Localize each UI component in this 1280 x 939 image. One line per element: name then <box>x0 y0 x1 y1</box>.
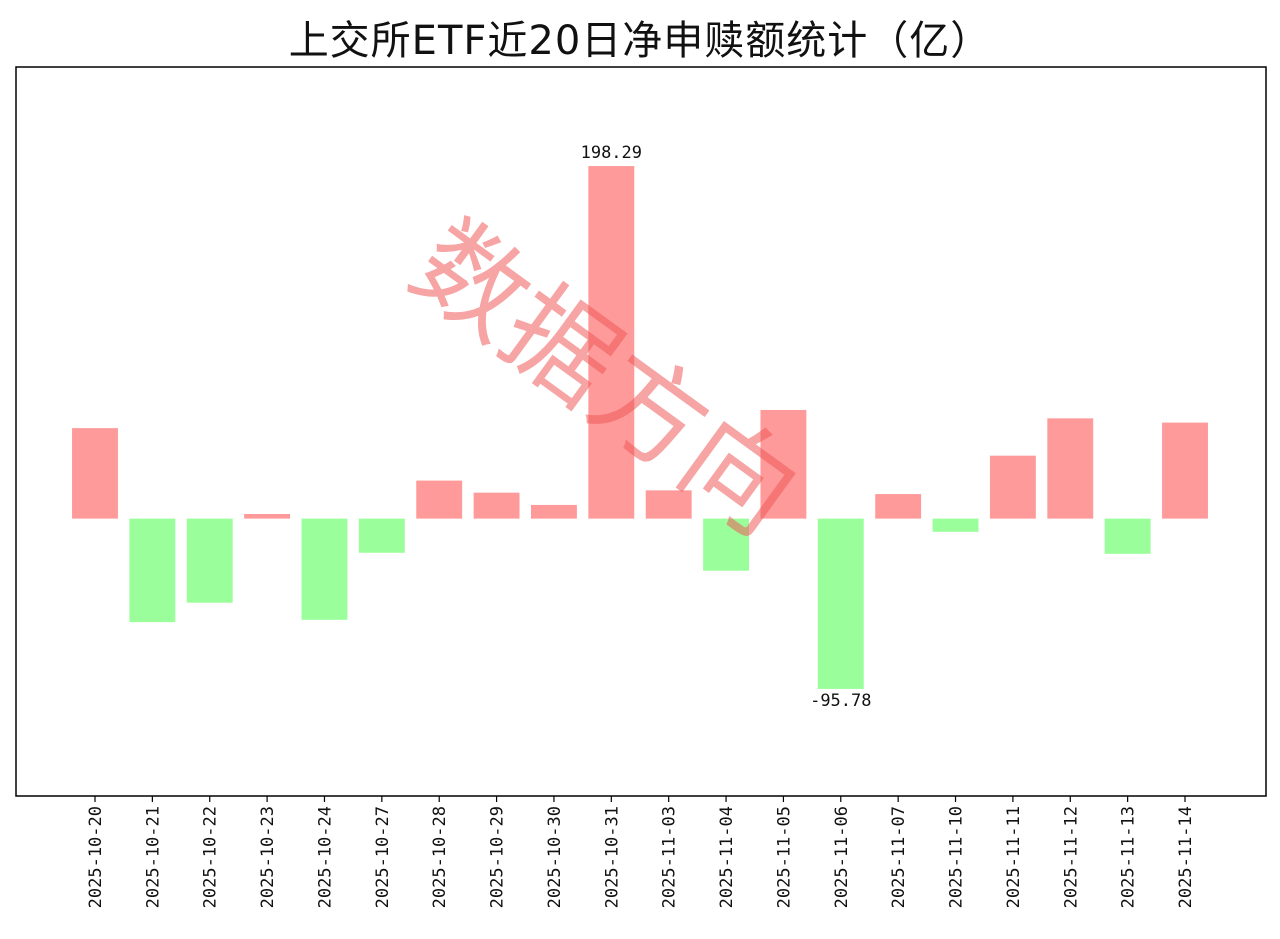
bar-2025-10-28 <box>416 480 463 519</box>
x-tick-label: 2025-10-20 <box>86 806 106 908</box>
x-tick-label: 2025-11-05 <box>774 806 794 908</box>
x-tick-label: 2025-10-27 <box>373 806 393 908</box>
x-tick-label: 2025-11-10 <box>947 806 967 908</box>
x-tick-label: 2025-11-07 <box>889 806 909 908</box>
x-tick-label: 2025-11-13 <box>1119 806 1139 908</box>
bar-2025-10-21 <box>129 518 176 623</box>
x-tick-label: 2025-10-28 <box>430 806 450 908</box>
bars-layer <box>72 166 1208 689</box>
x-tick-label: 2025-10-31 <box>602 806 622 908</box>
bar-2025-11-05 <box>760 409 807 519</box>
data-label: 198.29 <box>581 143 642 163</box>
x-tick-label: 2025-11-14 <box>1176 806 1196 908</box>
bar-2025-10-29 <box>473 492 520 519</box>
x-tick-label: 2025-11-11 <box>1004 806 1024 908</box>
bar-2025-10-30 <box>531 504 577 519</box>
bar-2025-10-31 <box>588 166 635 519</box>
x-axis: 2025-10-20 2025-10-21 2025-10-22 2025-10-23… <box>86 796 1196 908</box>
bar-2025-11-04 <box>703 518 749 571</box>
plot-frame <box>15 66 1267 797</box>
bar-2025-10-24 <box>301 518 348 620</box>
data-labels-layer: 198.29 -95.78 <box>581 143 872 711</box>
x-tick-label: 2025-10-21 <box>143 806 163 908</box>
bar-2025-11-06 <box>817 518 864 689</box>
x-tick-label: 2025-11-12 <box>1061 806 1081 908</box>
bar-2025-10-23 <box>244 514 291 519</box>
x-tick-label: 2025-10-29 <box>488 806 508 908</box>
bar-2025-10-20 <box>72 428 118 519</box>
bar-2025-11-11 <box>989 455 1036 519</box>
bar-2025-11-13 <box>1104 518 1151 554</box>
bar-2025-11-03 <box>645 490 692 519</box>
bar-2025-10-22 <box>186 518 233 603</box>
chart-title: 上交所ETF近20日净申赎额统计（亿） <box>288 18 992 64</box>
x-tick-label: 2025-10-23 <box>258 806 278 908</box>
x-tick-label: 2025-10-24 <box>315 806 335 908</box>
data-label: -95.78 <box>810 691 871 711</box>
bar-2025-11-10 <box>932 518 979 532</box>
bar-2025-11-12 <box>1047 418 1094 519</box>
bar-2025-11-07 <box>875 494 922 519</box>
bar-2025-10-27 <box>358 518 405 553</box>
x-tick-label: 2025-11-06 <box>832 806 852 908</box>
bar-2025-11-14 <box>1162 422 1208 519</box>
x-tick-label: 2025-11-04 <box>717 806 737 908</box>
x-tick-label: 2025-10-30 <box>545 806 565 908</box>
x-tick-label: 2025-10-22 <box>201 806 221 908</box>
x-tick-label: 2025-11-03 <box>660 806 680 908</box>
